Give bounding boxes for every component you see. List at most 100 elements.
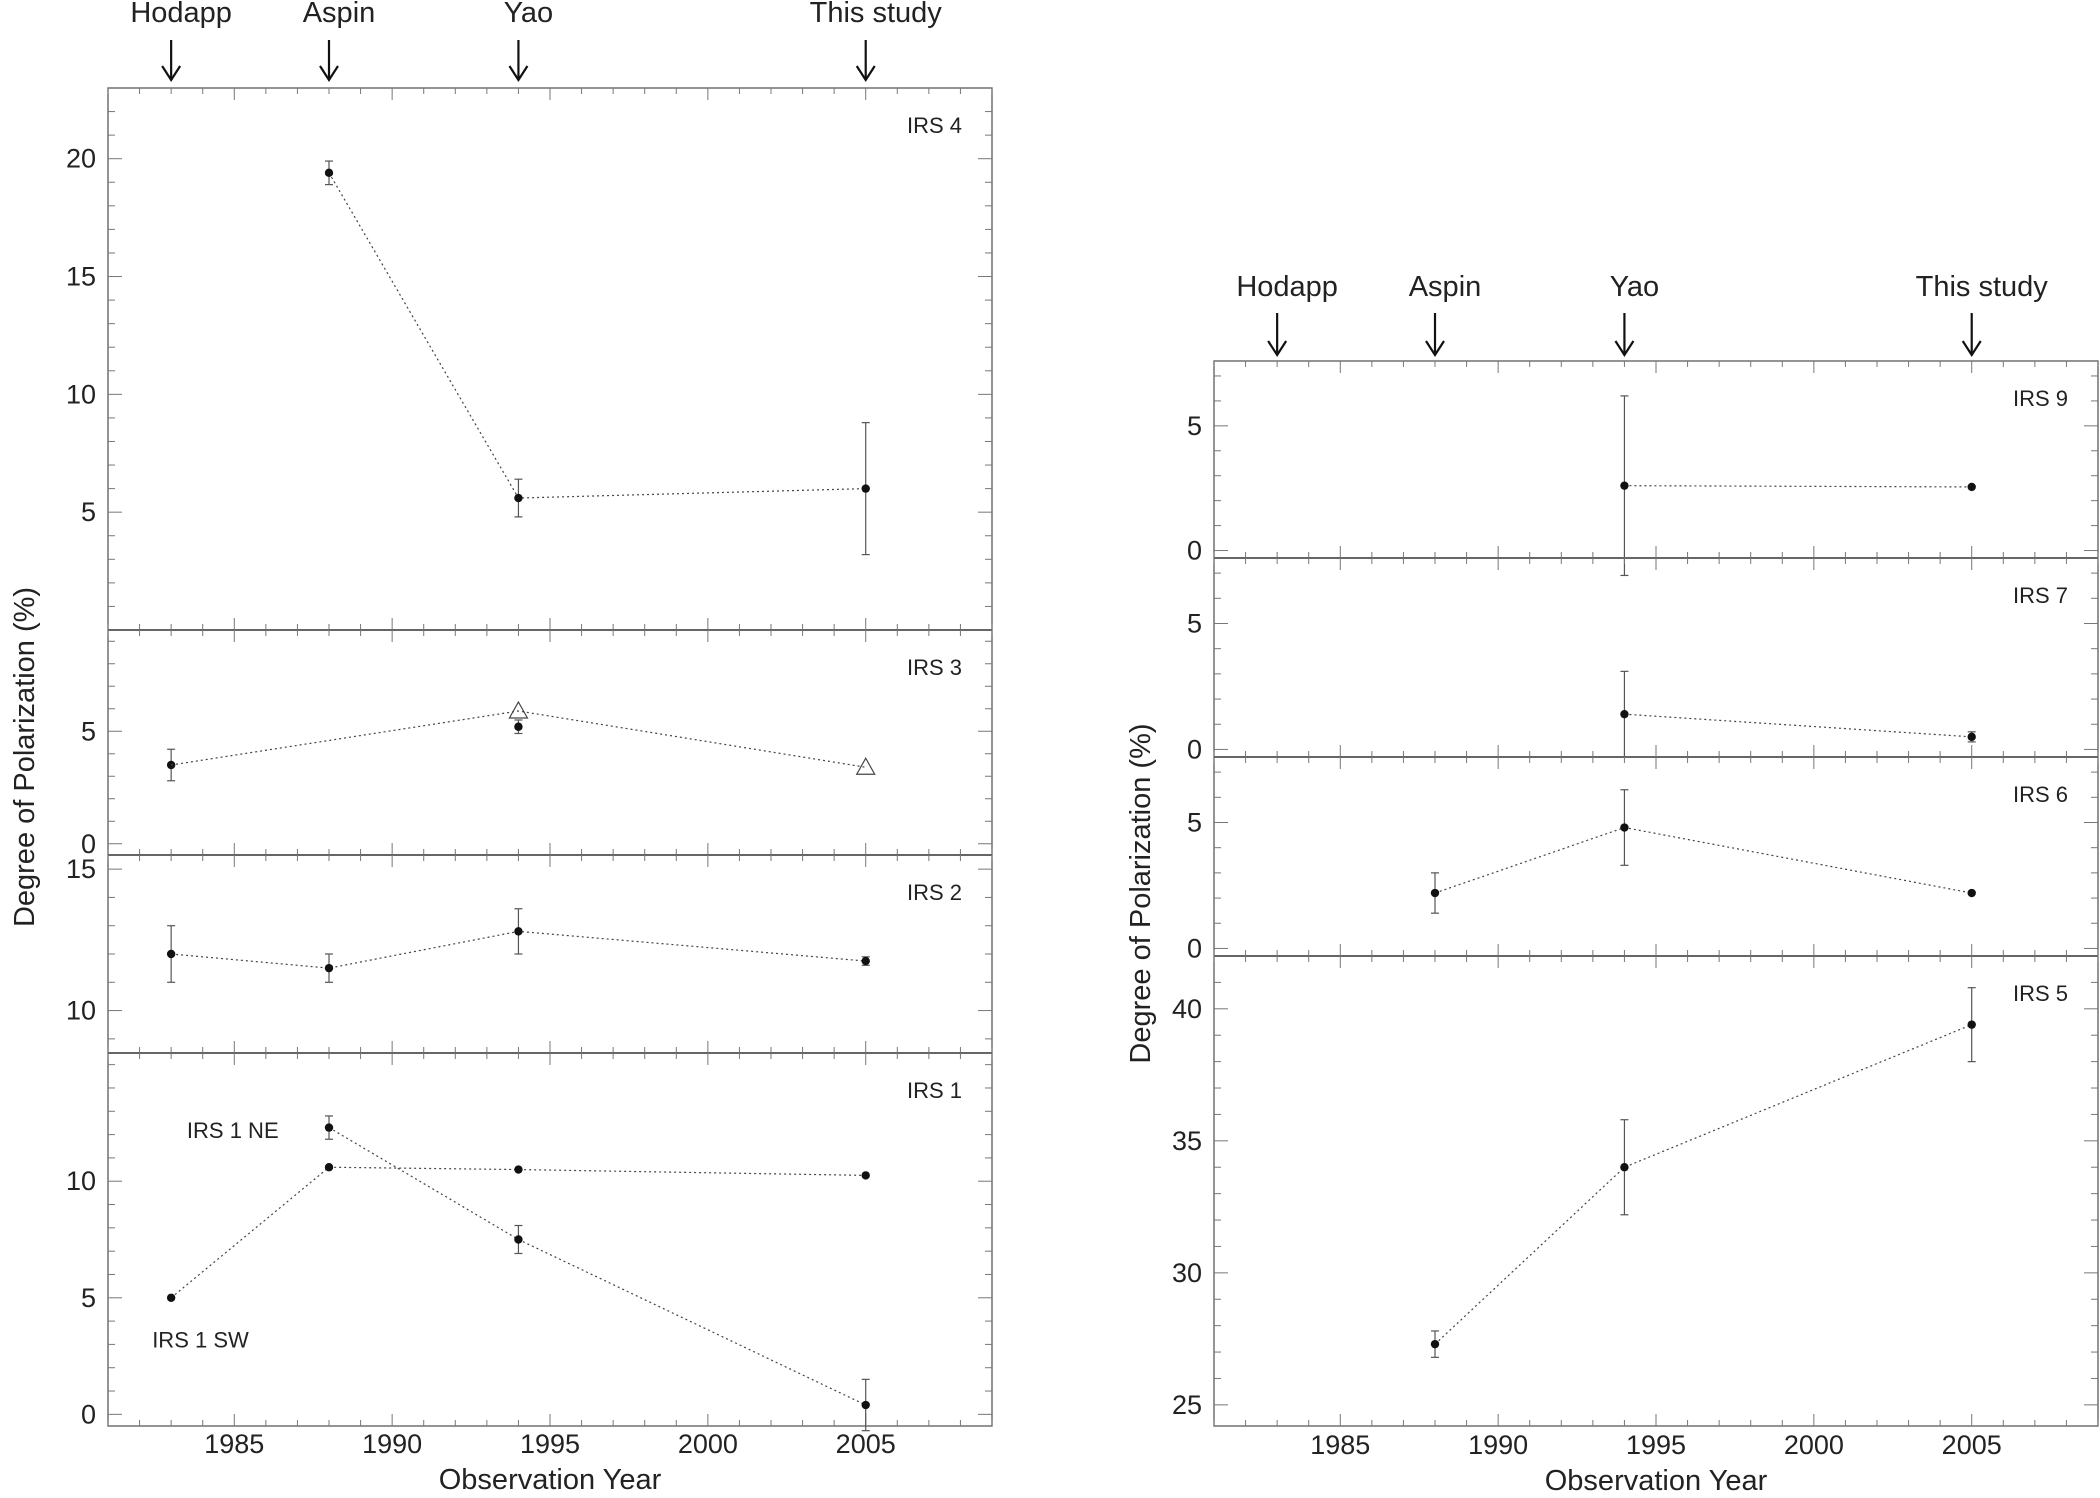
fig1-irs-1-ytick-label: 5 [81, 1283, 96, 1313]
fig1-irs-2-series-1-line [171, 930, 866, 969]
fig1-irs-2-series-1-point [514, 927, 523, 936]
fig1-y-axis-title: Degree of Polarization (%) [9, 587, 41, 927]
fig1-frame [107, 87, 993, 1427]
fig2-irs-6-ytick-label: 5 [1187, 807, 1202, 837]
fig2-irs-7-ytick-label: 0 [1187, 734, 1202, 764]
fig1-irs-4-ytick-label: 15 [66, 262, 96, 292]
fig2-irs-9-ytick-label: 0 [1187, 536, 1202, 566]
fig2-marker-yao: Yao [1610, 271, 1659, 303]
fig2-irs-6-series-1-point [1967, 888, 1976, 898]
fig1-xtick-label: 2005 [836, 1429, 896, 1459]
fig2-y-axis-title: Degree of Polarization (%) [1125, 723, 1157, 1063]
fig1-irs-2-series-1-point [861, 956, 870, 966]
fig2-irs-6-series-1-line [1434, 826, 1972, 894]
fig2-irs-9-panel: 0 5 IRS 9 [1187, 361, 2099, 577]
fig2-arrowhead-yao [1614, 340, 1635, 358]
fig1-irs-1-label: IRS 1 [907, 1078, 962, 1103]
fig1-xtick-label: 1995 [520, 1429, 580, 1459]
fig2-irs-5-ytick-label: 40 [1172, 994, 1202, 1024]
fig2-irs-9-label: IRS 9 [2013, 386, 2068, 411]
fig2-irs-6-series-1-point [1430, 888, 1440, 898]
fig1-irs-1-panel: 0 5 10 IRS 1 IRS 1 NE IRS 1 SW [66, 1052, 993, 1432]
fig2-irs-6-panel: 0 5 IRS 6 [1187, 756, 2099, 963]
fig2-irs-6-ytick-label: 0 [1187, 933, 1202, 963]
fig1-marker-hodapp: Hodapp [130, 0, 232, 29]
fig1-irs-3-ytick-label: 0 [81, 829, 96, 859]
fig1-irs-4-series-1-point [324, 168, 334, 178]
fig1-irs-2-panel: 10 15 IRS 2 [66, 854, 993, 1053]
fig1-irs-4-panel: 5 10 15 20 IRS 4 [66, 88, 993, 630]
fig2-irs-7-ytick-label: 5 [1187, 608, 1202, 638]
fig1-xtick-label: 1990 [362, 1429, 422, 1459]
fig2-irs-7-label: IRS 7 [2013, 583, 2068, 608]
fig2-arrowhead-hodapp [1267, 340, 1288, 358]
fig1-arrowhead-this-study [855, 65, 876, 83]
fig2-arrowhead-this-study [1961, 340, 1982, 358]
fig2-irs-5-series-1-point [1430, 1339, 1440, 1349]
fig1-irs-4-ytick-label: 5 [81, 497, 96, 527]
fig1-xtick-label: 1985 [204, 1429, 264, 1459]
fig2-irs-6-series-1-point [1620, 823, 1629, 832]
fig2-irs-5-panel: 25 30 35 40 IRS 5 [1172, 955, 2099, 1426]
fig2-irs-5-ytick-label: 35 [1172, 1126, 1202, 1156]
fig2-irs-9-series-1-line [1624, 485, 1972, 488]
fig2-xtick-label: 1990 [1468, 1430, 1528, 1460]
fig1-irs-1-series-irs-1-ne-point [514, 1235, 523, 1244]
fig1-irs-4-ytick-label: 20 [66, 144, 96, 174]
fig2-xtick-label: 2005 [1942, 1430, 2002, 1460]
fig1-irs-1-series-irs-1-ne-line [328, 1127, 866, 1406]
fig2-marker-aspin: Aspin [1409, 271, 1482, 303]
fig1-irs-1-series-irs-1-sw-point [166, 1293, 176, 1302]
fig1-irs-4-series-1-point [861, 484, 870, 493]
fig1-irs-1-annotation-irs-1-sw: IRS 1 SW [152, 1328, 249, 1353]
fig2-xtick-label: 2000 [1784, 1430, 1844, 1460]
fig1-irs-1-series-irs-1-ne-point [861, 1400, 870, 1410]
fig2-irs-5-series-1-point [1620, 1163, 1629, 1172]
fig1-xtick-label: 2000 [678, 1429, 738, 1459]
fig1-irs-3-series-2-point [855, 757, 876, 775]
fig1-irs-1-series-irs-1-ne-point [324, 1123, 334, 1132]
fig1-irs-3-panel: 0 5 IRS 3 [81, 629, 993, 859]
fig1-irs-4-series-1-point [514, 493, 523, 503]
fig1-irs-3-ytick-label: 5 [81, 716, 96, 746]
fig2-irs-7-series-1-point [1620, 709, 1629, 719]
fig2-chart: Hodapp Aspin Yao This study 0 5 IRS 9 0 5 IRS 7 0 5… [1125, 271, 2099, 1497]
fig1-x-axis-title: Observation Year [439, 1464, 662, 1496]
fig1-arrowhead-aspin [319, 65, 339, 83]
fig2-xtick-label: 1995 [1626, 1430, 1686, 1460]
fig2-irs-7-series-1-line [1624, 713, 1972, 738]
fig1-marker-yao: Yao [504, 0, 553, 29]
fig1-irs-1-series-irs-1-sw-point [514, 1165, 523, 1174]
fig1-irs-1-annotation-irs-1-ne: IRS 1 NE [187, 1118, 279, 1143]
fig2-irs-9-ytick-label: 5 [1187, 411, 1202, 441]
fig2-irs-5-series-1-line [1434, 1024, 1972, 1345]
fig1-irs-2-ytick-label: 15 [66, 854, 96, 884]
fig1-irs-1-ytick-label: 10 [66, 1166, 96, 1196]
fig1-irs-4-ytick-label: 10 [66, 379, 96, 409]
fig2-marker-this-study: This study [1916, 271, 2049, 303]
fig1-marker-this-study: This study [810, 0, 943, 29]
fig1-irs-2-series-1-point [166, 949, 176, 959]
fig1-irs-2-series-1-point [324, 963, 334, 973]
fig1-irs-3-series-3-line [171, 710, 866, 768]
fig1-irs-4-series-1-line [328, 172, 866, 499]
fig1-irs-3-series-1-point [514, 722, 523, 731]
fig1-chart: Hodapp Aspin Yao This study 5 10 15 20 IRS 4 0 5 IR… [9, 0, 993, 1496]
fig1-irs-1-series-irs-1-sw-point [861, 1171, 870, 1180]
fig1-marker-aspin: Aspin [303, 0, 376, 29]
fig1-irs-4-label: IRS 4 [907, 113, 962, 138]
fig2-irs-7-series-1-point [1967, 732, 1976, 742]
fig2-frame [1213, 360, 2099, 1427]
fig2-irs-5-series-1-point [1967, 1020, 1976, 1029]
fig1-irs-3-series-2-point [508, 700, 529, 719]
fig1-irs-1-ytick-label: 0 [81, 1399, 96, 1429]
fig2-irs-5-label: IRS 5 [2013, 981, 2068, 1006]
fig2-marker-hodapp: Hodapp [1236, 271, 1338, 303]
fig1-irs-1-series-irs-1-sw-point [324, 1163, 334, 1172]
fig2-irs-6-label: IRS 6 [2013, 782, 2068, 807]
fig2-xtick-label: 1985 [1310, 1430, 1370, 1460]
fig1-irs-2-ytick-label: 10 [66, 996, 96, 1026]
fig2-irs-7-panel: 0 5 IRS 7 [1187, 557, 2099, 764]
fig2-irs-9-series-1-point [1620, 481, 1629, 490]
